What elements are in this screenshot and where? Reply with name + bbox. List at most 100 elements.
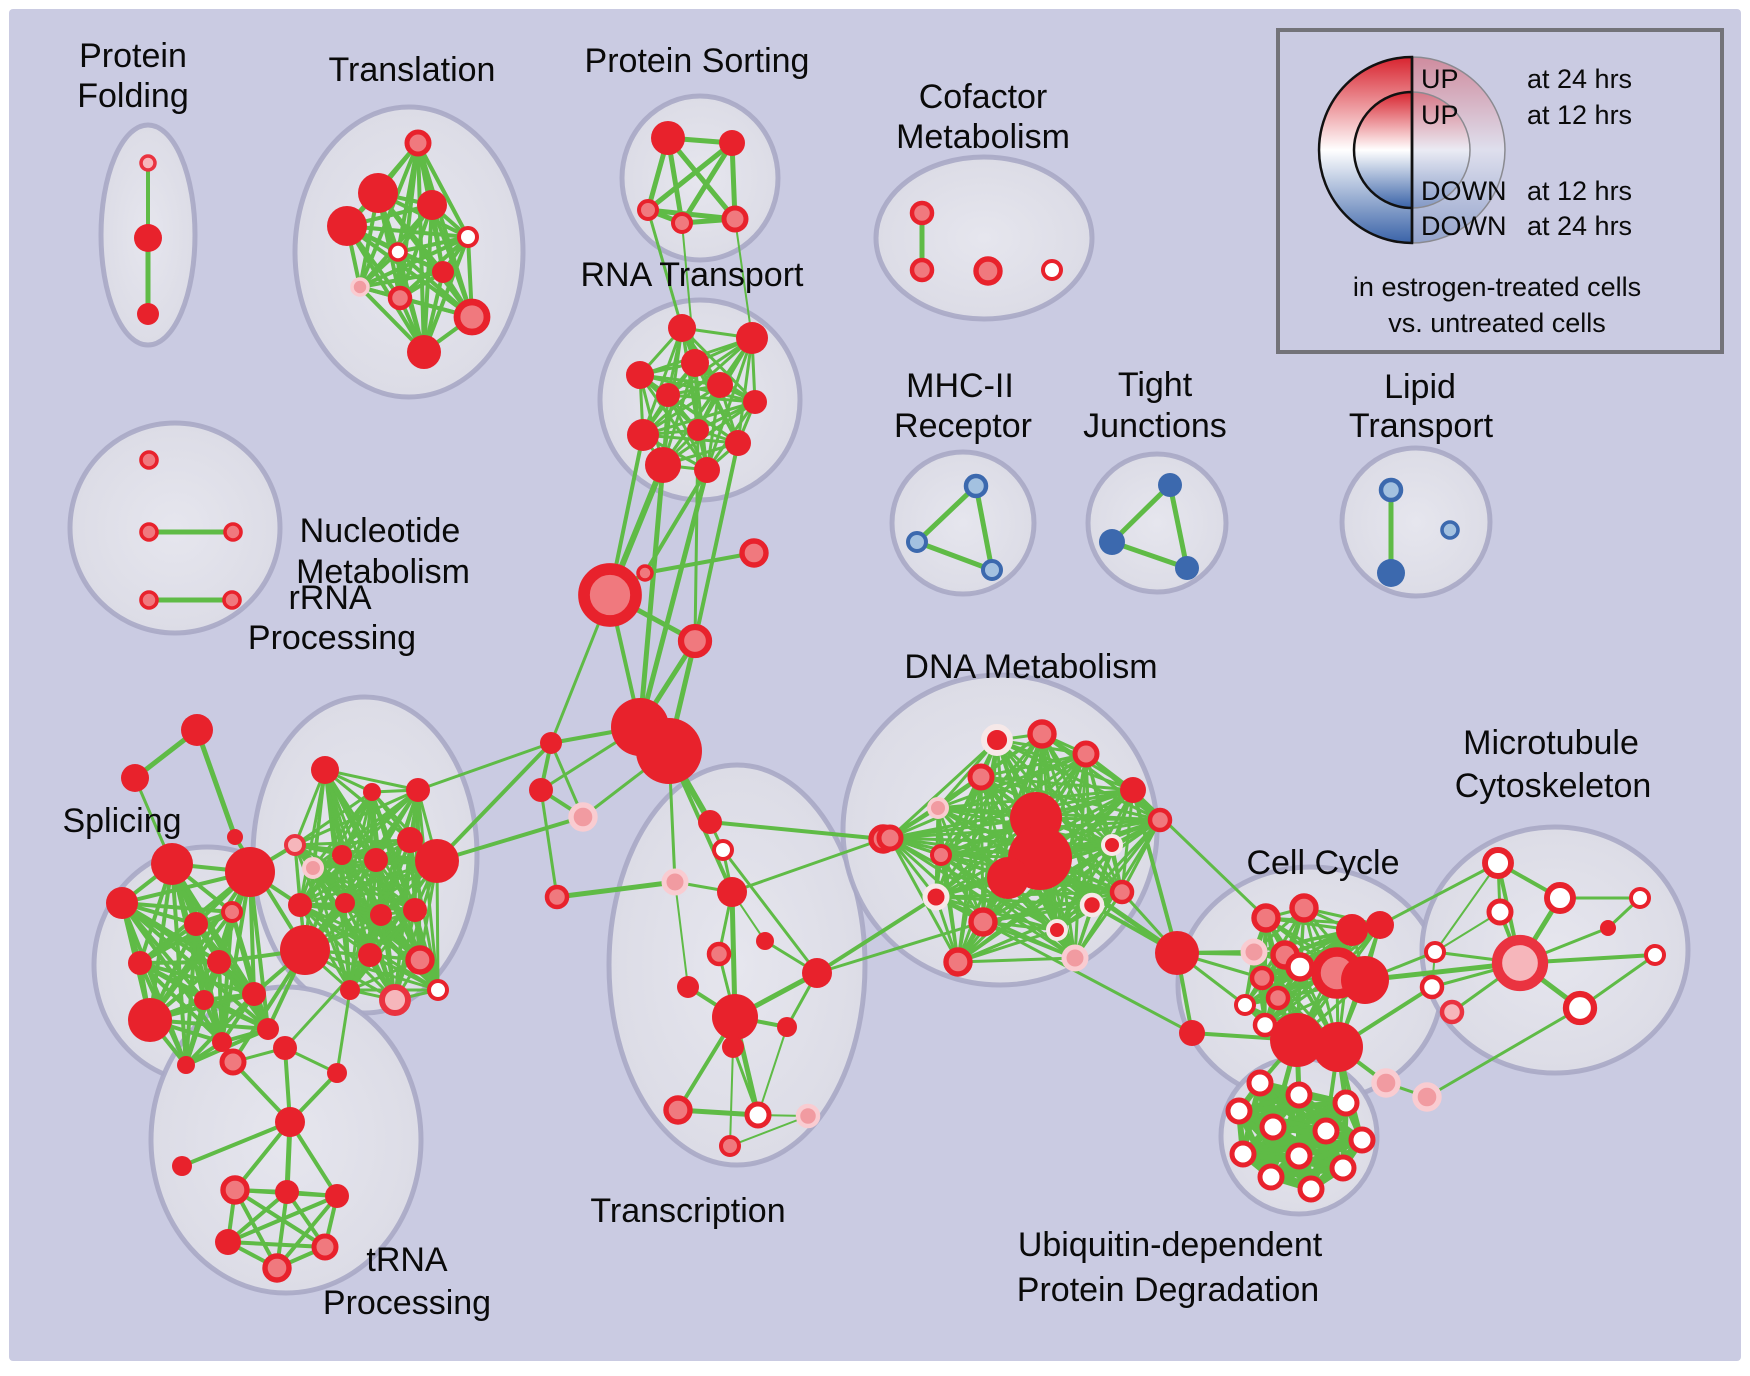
node-ub9 bbox=[1285, 1142, 1313, 1170]
node-mt11 bbox=[1439, 999, 1465, 1025]
cluster-label-mhc-ii-receptor-line1: MHC-II bbox=[906, 367, 1014, 405]
edge-rrna-processing bbox=[293, 838, 412, 847]
edge-tj1-tj2 bbox=[1109, 482, 1173, 545]
edge-splicing bbox=[148, 910, 234, 1022]
node-rr13 bbox=[403, 898, 427, 922]
cluster-label-trna-processing-line2: Processing bbox=[323, 1284, 491, 1322]
node-mt7 bbox=[1562, 990, 1598, 1026]
edge-tj2-tj3 bbox=[1109, 539, 1190, 571]
node-cch1 bbox=[1270, 1013, 1324, 1067]
node-tr7 bbox=[432, 261, 454, 283]
cluster-label-protein-sorting: Protein Sorting bbox=[585, 42, 810, 80]
cluster-label-lipid-transport-line1: Lipid bbox=[1384, 368, 1456, 406]
node-cf2 bbox=[909, 257, 935, 283]
edge-protein-sorting bbox=[645, 207, 738, 222]
node-cc10 bbox=[1249, 965, 1275, 991]
node-ub7 bbox=[1348, 1126, 1376, 1154]
node-dmb bbox=[1155, 931, 1199, 975]
node-mh1 bbox=[963, 473, 989, 499]
node-pk2 bbox=[1412, 1082, 1442, 1112]
node-rrh bbox=[280, 925, 330, 975]
node-cc5 bbox=[1240, 938, 1268, 966]
edge-rrna-processing bbox=[368, 953, 440, 992]
edge-rr9-ch9 bbox=[435, 815, 585, 863]
node-tx2 bbox=[712, 839, 734, 861]
edge-tn2-rr14 bbox=[283, 953, 372, 1050]
node-ub5 bbox=[1259, 1113, 1287, 1141]
legend-time-2: at 12 hrs bbox=[1527, 100, 1632, 130]
edge-trna-processing bbox=[275, 1194, 339, 1270]
node-cf3 bbox=[973, 256, 1003, 286]
node-rr10 bbox=[288, 893, 312, 917]
cluster-label-cell-cycle: Cell Cycle bbox=[1246, 844, 1399, 882]
node-sl5 bbox=[221, 901, 243, 923]
node-ps3 bbox=[637, 199, 659, 221]
node-dm7 bbox=[1147, 807, 1173, 833]
node-sl8 bbox=[128, 998, 172, 1042]
node-tx1 bbox=[698, 810, 722, 834]
edge-ps5-rn2 bbox=[734, 218, 753, 339]
edge-translation bbox=[345, 224, 426, 354]
node-tn5 bbox=[172, 1156, 192, 1176]
node-nm3 bbox=[223, 522, 243, 542]
edge-rn10-ch5 bbox=[637, 462, 666, 730]
legend-time-1: at 24 hrs bbox=[1527, 64, 1632, 94]
edge-rna-transport bbox=[705, 336, 754, 472]
edge-tx4-tx5 bbox=[730, 837, 885, 894]
node-tx8 bbox=[706, 941, 732, 967]
node-dm16 bbox=[1046, 919, 1068, 941]
edge-tx1-tx5 bbox=[708, 820, 885, 841]
node-dm17 bbox=[1079, 892, 1105, 918]
node-ch4 bbox=[677, 623, 713, 659]
node-lt1 bbox=[1378, 477, 1404, 503]
cluster-label-rna-transport: RNA Transport bbox=[581, 256, 805, 294]
node-ps4 bbox=[671, 212, 693, 234]
edge-splicing bbox=[220, 870, 252, 1044]
node-cc4 bbox=[1366, 911, 1394, 939]
edge-protein-sorting bbox=[665, 135, 738, 222]
node-tx16 bbox=[795, 1103, 821, 1129]
cluster-ellipse-cofactor-metabolism bbox=[873, 154, 1095, 322]
node-tx11 bbox=[802, 958, 832, 988]
node-mt9 bbox=[1629, 887, 1651, 909]
edge-dna-metabolism bbox=[888, 752, 1088, 840]
cluster-label-ubiquitin-degradation-line1: Ubiquitin-dependent bbox=[1018, 1226, 1323, 1264]
node-sl2 bbox=[225, 847, 275, 897]
edge-dna-metabolism bbox=[1073, 890, 1124, 960]
edge-dna-metabolism bbox=[1055, 788, 1135, 932]
node-ub10 bbox=[1329, 1154, 1357, 1182]
node-sl7 bbox=[207, 950, 231, 974]
edge-dna-metabolism bbox=[888, 836, 1114, 847]
node-pk1 bbox=[1371, 1068, 1401, 1098]
edge-ps3-rn1 bbox=[646, 208, 684, 330]
edge-rr9-ch7 bbox=[435, 741, 553, 863]
legend-direction-2: UP bbox=[1421, 100, 1459, 130]
node-rr8 bbox=[397, 827, 423, 853]
edge-dna-metabolism bbox=[956, 956, 1077, 964]
edge-translation bbox=[345, 224, 470, 239]
node-cc11 bbox=[1265, 985, 1291, 1011]
node-dm15 bbox=[968, 907, 998, 937]
edge-dm15-dmb2 bbox=[981, 920, 1194, 1035]
legend-circle-12hr-right-half bbox=[1411, 91, 1471, 209]
node-mt4 bbox=[1424, 941, 1446, 963]
edge-dna-metabolism bbox=[934, 752, 1088, 899]
cluster-label-transcription: Transcription bbox=[590, 1192, 785, 1230]
node-tx14 bbox=[663, 1095, 693, 1125]
node-rr18 bbox=[427, 979, 449, 1001]
edge-splicing bbox=[184, 998, 206, 1067]
node-tr9 bbox=[387, 285, 413, 311]
edge-tx3-tx9 bbox=[674, 881, 689, 988]
node-rn7 bbox=[743, 390, 767, 414]
node-ch8 bbox=[529, 778, 553, 802]
node-rr17 bbox=[379, 984, 411, 1016]
node-rr7 bbox=[364, 848, 388, 872]
cluster-label-mhc-ii-receptor-line2: Receptor bbox=[894, 407, 1032, 445]
node-cc12 bbox=[1234, 994, 1256, 1016]
node-mt10 bbox=[1644, 944, 1666, 966]
legend-time-4: at 24 hrs bbox=[1527, 211, 1632, 241]
node-tj2 bbox=[1099, 529, 1125, 555]
edge-tx16-tx17 bbox=[729, 1115, 809, 1147]
